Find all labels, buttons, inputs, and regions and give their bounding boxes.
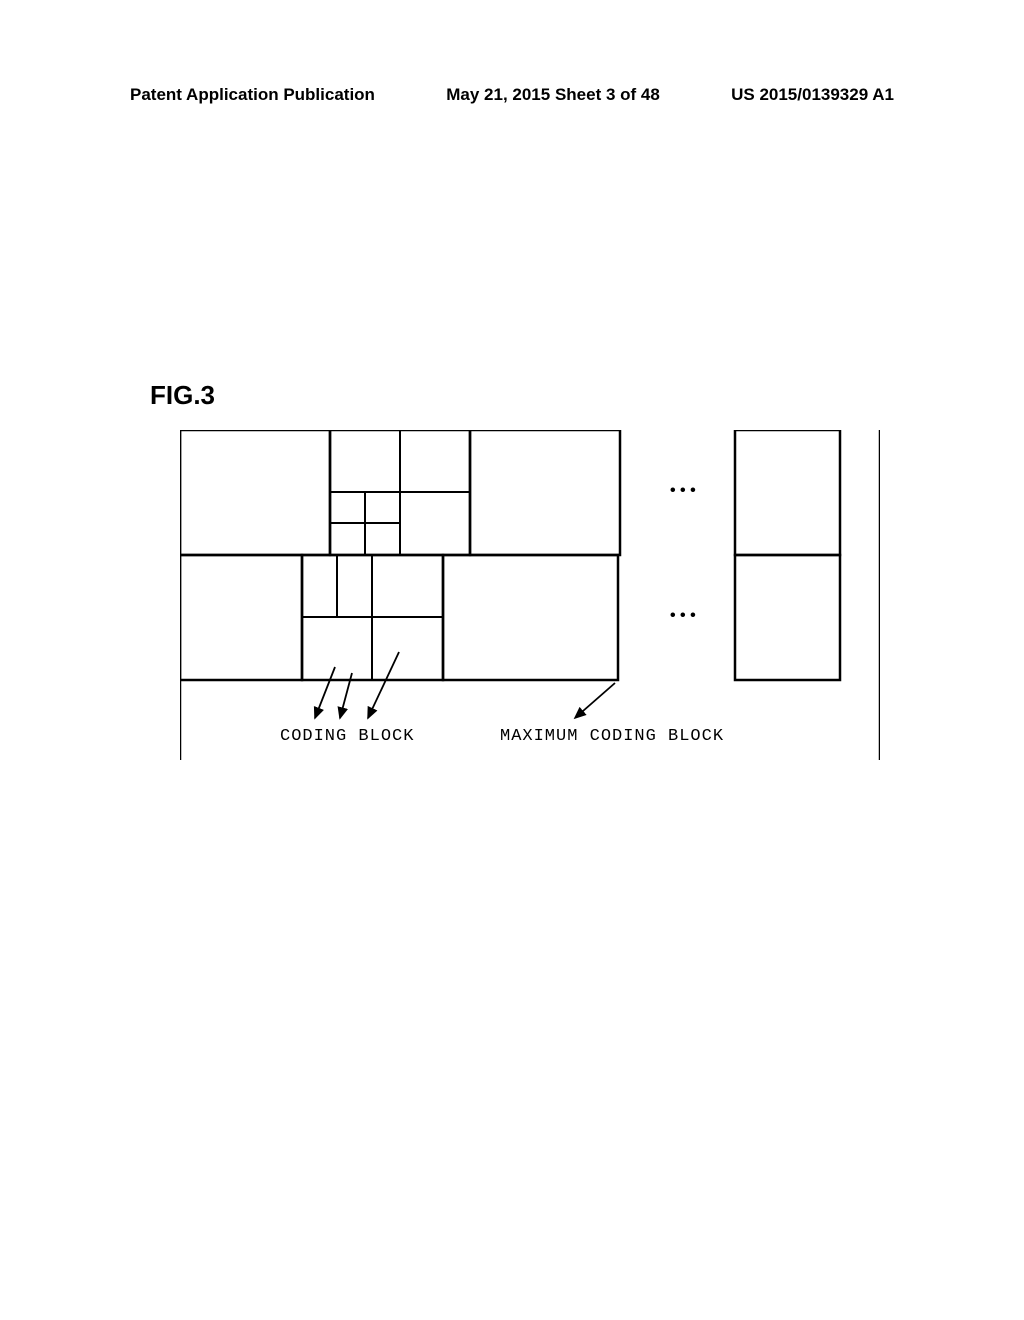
block-r1-1 — [180, 430, 330, 555]
block-r2-2 — [443, 555, 618, 680]
block-r1-3 — [735, 430, 840, 555]
header-left: Patent Application Publication — [130, 85, 375, 105]
ellipsis-r2: • • • — [670, 607, 696, 624]
block-r2-1 — [180, 555, 302, 680]
header-center: May 21, 2015 Sheet 3 of 48 — [446, 85, 660, 105]
block-r1-2 — [470, 430, 620, 555]
label-coding-block: CODING BLOCK — [280, 727, 414, 746]
diagram-svg: • • • • • • CODING BLOCK MAXIMUM CODING BLO… — [180, 430, 880, 760]
label-max-coding-block: MAXIMUM CODING BLOCK — [500, 727, 724, 746]
figure-label: FIG.3 — [150, 380, 215, 411]
diagram-container: • • • • • • CODING BLOCK MAXIMUM CODING BLO… — [180, 430, 880, 760]
header-right: US 2015/0139329 A1 — [731, 85, 894, 105]
block-r2-3 — [735, 555, 840, 680]
arrow-1 — [315, 667, 335, 718]
arrow-4 — [575, 683, 615, 718]
ellipsis-r1: • • • — [670, 482, 696, 499]
